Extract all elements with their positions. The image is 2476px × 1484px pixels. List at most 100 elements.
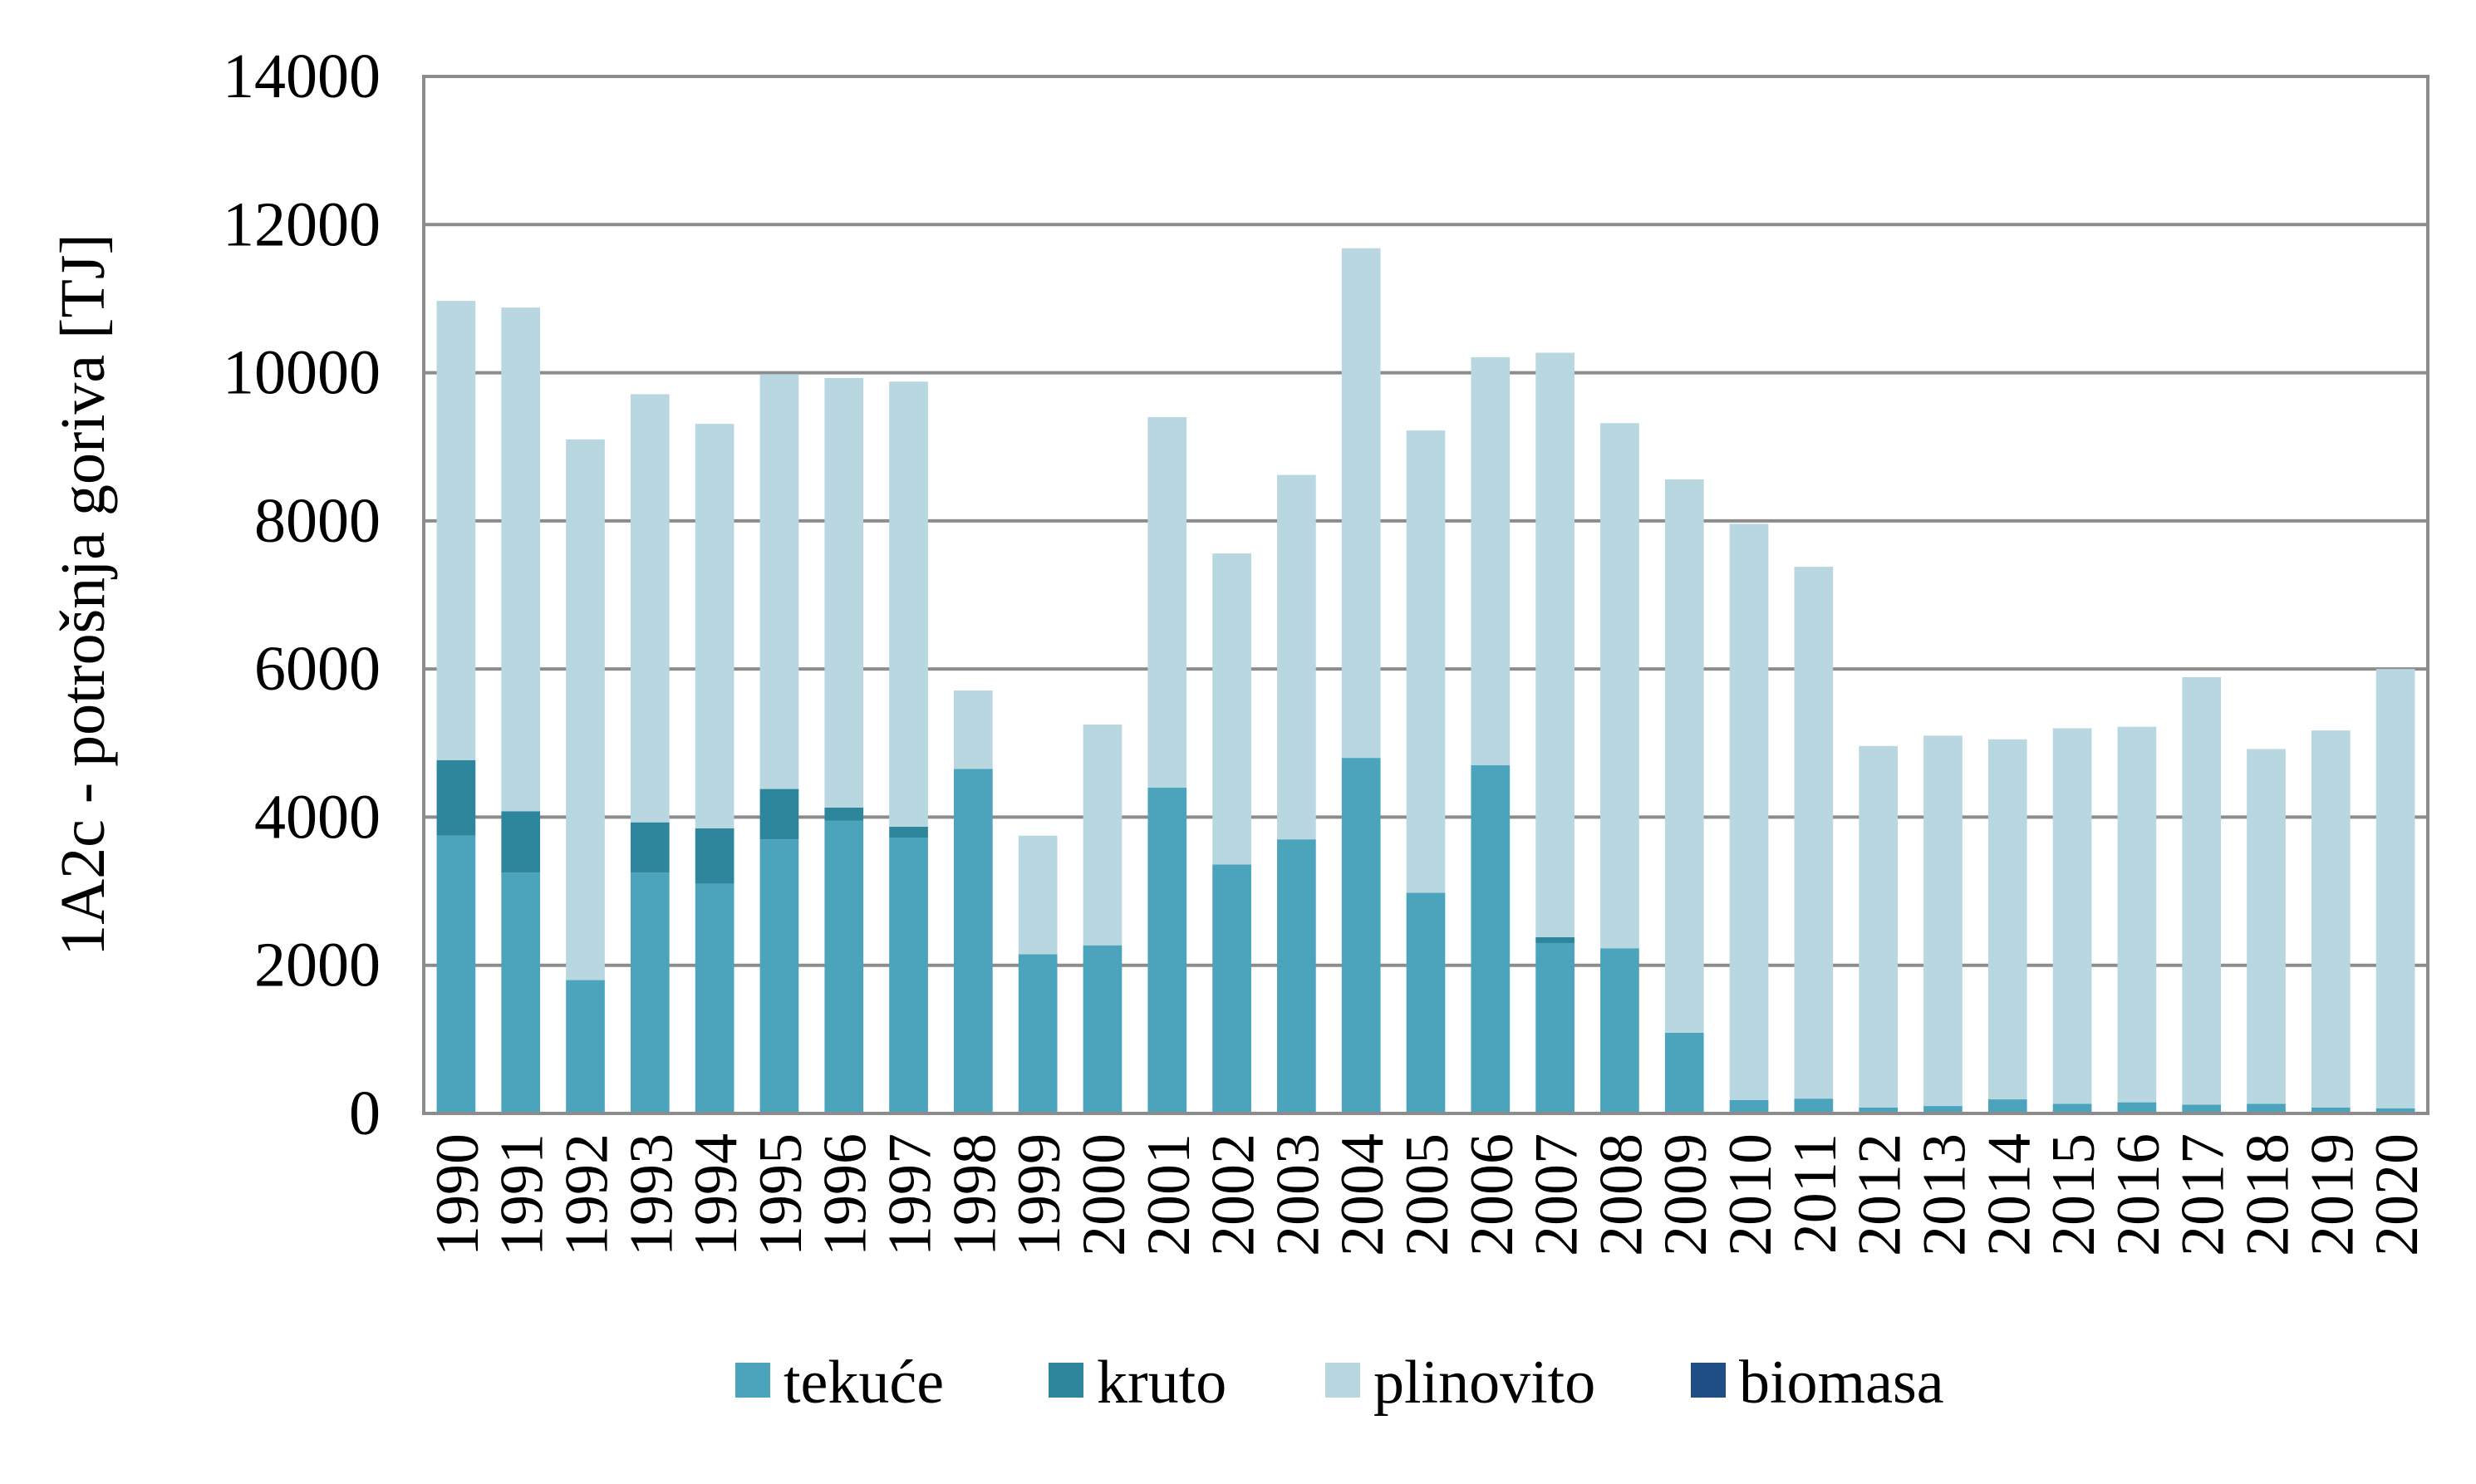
x-tick-label: 2009 [1652,1133,1720,1256]
bar-segment [1923,735,1963,1107]
bar-segment [824,807,864,821]
x-tick-label: 2010 [1717,1133,1785,1256]
x-tick-label: 1994 [682,1133,750,1256]
bar-segment [1212,864,1251,1113]
x-tick-label: 2014 [1975,1133,2043,1256]
bar-segment [2182,1104,2222,1113]
bar-segment [1406,430,1446,893]
bar-segment [2182,676,2222,1105]
x-tick-label: 1999 [1005,1133,1073,1256]
bar-segment [1859,1107,1898,1113]
bar-segment [1147,787,1187,1113]
legend-swatch [1325,1363,1360,1398]
bar-segment [1277,474,1316,840]
x-tick-label: 2004 [1329,1133,1397,1256]
legend-label: biomasa [1739,1349,1944,1417]
bar-segment [889,827,928,838]
x-axis-tick-labels: 1990199119921993199419951996199719981999… [424,1133,2431,1256]
bar-segment [436,301,476,760]
x-tick-label: 1996 [812,1133,880,1256]
x-tick-label: 1997 [877,1133,945,1256]
x-tick-label: 2001 [1135,1133,1203,1256]
bar-segment [1083,725,1123,946]
bars-layer [436,248,2415,1113]
bar-segment [1535,942,1575,1113]
bar-segment [501,307,541,812]
x-tick-label: 2007 [1523,1133,1591,1256]
x-tick-label: 2005 [1393,1133,1462,1256]
bar-segment [2117,1102,2157,1113]
bar-segment [1212,553,1251,865]
bar-segment [1729,1099,1769,1113]
x-tick-label: 1990 [424,1133,492,1256]
bar-segment [1277,839,1316,1113]
y-axis-tick-labels: 0 2000 4000 6000 8000 10000 12000 14000 [223,42,381,1148]
bar-segment [501,811,541,873]
bar-segment [1018,954,1058,1113]
bar-segment [759,839,799,1113]
bar-segment [630,872,670,1113]
bar-segment [2052,728,2092,1104]
x-tick-label: 2000 [1070,1133,1138,1256]
x-tick-label: 2015 [2040,1133,2108,1256]
bar-segment [1600,948,1639,1113]
bar-segment [1406,892,1446,1113]
bar-segment [436,759,476,836]
bar-segment [889,381,928,828]
y-axis-label: 1A2c - potrošnja goriva [TJ] [48,233,118,956]
legend-label: kruto [1097,1349,1226,1417]
bar-segment [566,980,605,1113]
plot-area-frame [422,75,2429,1115]
x-tick-label: 2003 [1264,1133,1332,1256]
bar-segment [630,822,670,873]
bar-segment [2311,730,2351,1108]
bar-segment [1729,523,1769,1100]
x-tick-label: 1991 [489,1133,557,1256]
bar-segment [1664,1032,1704,1113]
y-tick-label: 6000 [254,634,381,704]
bar-segment [436,835,476,1113]
legend: tekuće kruto plinovito biomasa [735,1349,1944,1417]
x-tick-label: 2011 [1781,1133,1850,1254]
bar-segment [1083,945,1123,1113]
bar-segment [1794,1098,1834,1113]
bar-segment [1018,835,1058,955]
y-tick-label: 4000 [254,782,381,852]
bar-segment [2311,1107,2351,1113]
bar-segment [695,424,734,828]
bar-segment [1923,1106,1963,1113]
x-tick-label: 1993 [617,1133,685,1256]
bar-segment [630,394,670,823]
x-tick-label: 2020 [2363,1133,2431,1256]
bar-segment [1859,745,1898,1108]
legend-swatch [1049,1363,1083,1398]
bar-segment [954,690,993,769]
bar-segment [2247,1103,2286,1113]
bar-segment [2117,726,2157,1103]
x-tick-label: 2012 [1846,1133,1914,1256]
bar-segment [1341,758,1381,1113]
bar-segment [1471,356,1511,766]
bar-segment [1664,479,1704,1033]
x-tick-label: 2019 [2298,1133,2366,1256]
x-tick-label: 1992 [553,1133,621,1256]
bar-segment [759,374,799,789]
bar-segment [1987,1099,2027,1113]
x-tick-label: 2002 [1200,1133,1268,1256]
y-tick-label: 8000 [254,486,381,556]
x-tick-label: 2017 [2169,1133,2238,1256]
y-tick-label: 2000 [254,931,381,1000]
bar-segment [2247,749,2286,1104]
legend-label: plinovito [1373,1349,1595,1417]
bar-segment [501,872,541,1113]
bar-segment [1535,352,1575,937]
bar-segment [889,838,928,1113]
bar-segment [824,377,864,808]
y-tick-label: 12000 [223,189,381,259]
bar-segment [695,883,734,1113]
x-tick-label: 1995 [747,1133,815,1256]
x-tick-label: 2018 [2233,1133,2302,1256]
y-tick-label: 0 [349,1079,381,1148]
legend-swatch [735,1363,770,1398]
